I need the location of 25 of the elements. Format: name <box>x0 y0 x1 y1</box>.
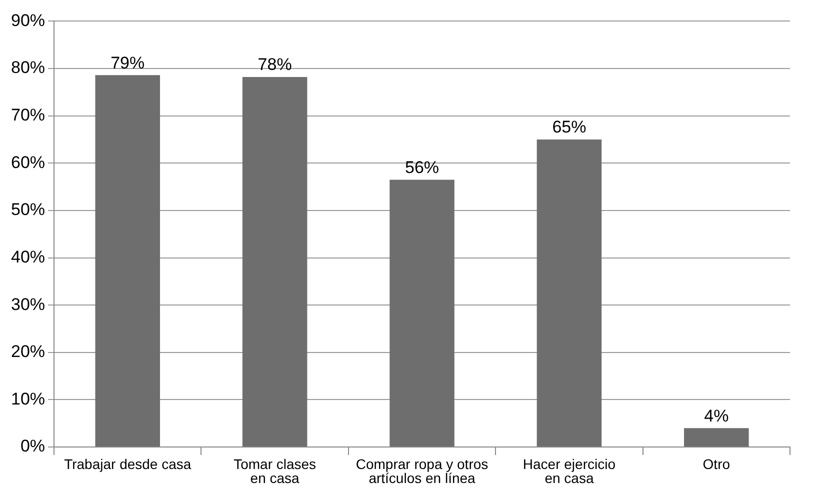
bar <box>390 180 454 446</box>
bar <box>95 75 160 446</box>
y-tick-label: 90% <box>10 10 46 30</box>
data-label: 65% <box>552 118 586 137</box>
x-tick-label: Hacer ejercicio en casa <box>522 456 616 486</box>
y-tick-label: 70% <box>10 106 46 125</box>
bar <box>242 77 308 446</box>
y-tick-label: 20% <box>10 342 46 362</box>
y-tick-label: 30% <box>10 294 46 314</box>
data-label: 78% <box>258 55 292 74</box>
bar <box>684 428 749 446</box>
y-tick-label: 0% <box>20 436 46 456</box>
y-tick-label: 40% <box>10 247 46 266</box>
data-label: 79% <box>110 53 145 72</box>
x-tick-label: Trabajar desde casa <box>64 456 192 472</box>
x-tick-label: Otro <box>702 456 730 472</box>
y-tick-label: 80% <box>10 58 46 78</box>
y-tick-label: 10% <box>10 389 46 408</box>
data-label: 56% <box>404 158 440 177</box>
bar <box>536 139 602 446</box>
x-tick-label: Comprar ropa y otros artículos en línea <box>356 456 488 486</box>
y-tick-label: 60% <box>10 152 46 172</box>
y-tick-label: 50% <box>10 200 46 220</box>
x-tick-label: Tomar clases en casa <box>234 456 316 486</box>
data-label: 4% <box>704 406 729 426</box>
